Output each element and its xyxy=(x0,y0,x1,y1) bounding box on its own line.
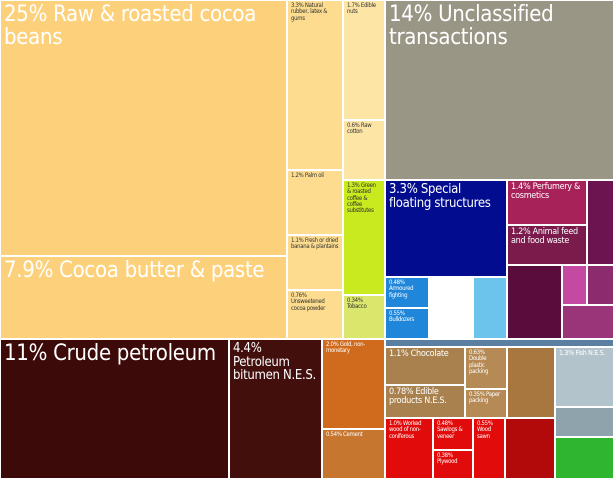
tile-label: 2.0% Gold, non-monetary xyxy=(322,339,385,429)
tile-label: 3.3% Special floating structures xyxy=(385,180,507,277)
tile-label: 1.0% Worked wood of non-coniferous xyxy=(385,418,433,479)
tile-label: 7.9% Cocoa butter & paste xyxy=(0,256,287,339)
tile xyxy=(587,265,614,305)
tile xyxy=(507,347,555,418)
tile-label: 14% Unclassified transactions xyxy=(385,0,614,180)
tile-label: 1.1% Chocolate xyxy=(385,347,465,385)
tile-label: 0.48% Sawlogs & veneer xyxy=(433,418,473,450)
tile-label: 0.6% Raw cotton xyxy=(343,120,385,180)
tile xyxy=(555,407,614,437)
tile xyxy=(562,265,587,305)
tile-label: 4.4% Petroleum bitumen N.E.S. xyxy=(229,339,322,479)
tile-label: 0.35% Paper packing xyxy=(465,389,507,418)
tile-label: 11% Crude petroleum xyxy=(0,339,229,479)
tile-label: 1.2% Palm oil xyxy=(287,170,343,235)
tile-label: 0.38% Plywood xyxy=(433,450,473,479)
tile-label: 25% Raw & roasted cocoa beans xyxy=(0,0,287,256)
tile-label: 0.54% Cement xyxy=(322,429,385,479)
tile-label: 1.3% Green & roasted coffee & coffee sub… xyxy=(343,180,385,295)
tile xyxy=(587,180,614,265)
tile xyxy=(385,339,614,347)
tile-label: 1.4% Perfumery & cosmetics xyxy=(507,180,587,225)
tile xyxy=(555,437,614,479)
tile-label: 0.78% Edible products N.E.S. xyxy=(385,385,465,418)
tile-label: 0.63% Double plastic packing xyxy=(465,347,507,389)
tile xyxy=(473,277,507,339)
tile-label: 0.55% Wood sawn xyxy=(473,418,505,479)
tile-label: 1.7% Edible nuts xyxy=(343,0,385,120)
tile-label: 1.3% Fish N.E.S. xyxy=(555,347,614,407)
tile xyxy=(505,418,555,479)
tile-label: 3.3% Natural rubber, latex & gums xyxy=(287,0,343,170)
tile-label: 0.34% Tobacco xyxy=(343,295,385,339)
tile xyxy=(562,305,614,339)
tile-label: 0.55% Bulldozers xyxy=(385,308,429,339)
tile-label: 1.1% Fresh or dried banana & plantains xyxy=(287,235,343,290)
tile xyxy=(507,265,562,339)
tile-label: 1.2% Animal feed and food waste xyxy=(507,225,587,265)
tile-label: 0.48% Armoured fighting xyxy=(385,277,429,308)
tile-label: 0.76% Unsweetened cocoa powder xyxy=(287,290,343,339)
